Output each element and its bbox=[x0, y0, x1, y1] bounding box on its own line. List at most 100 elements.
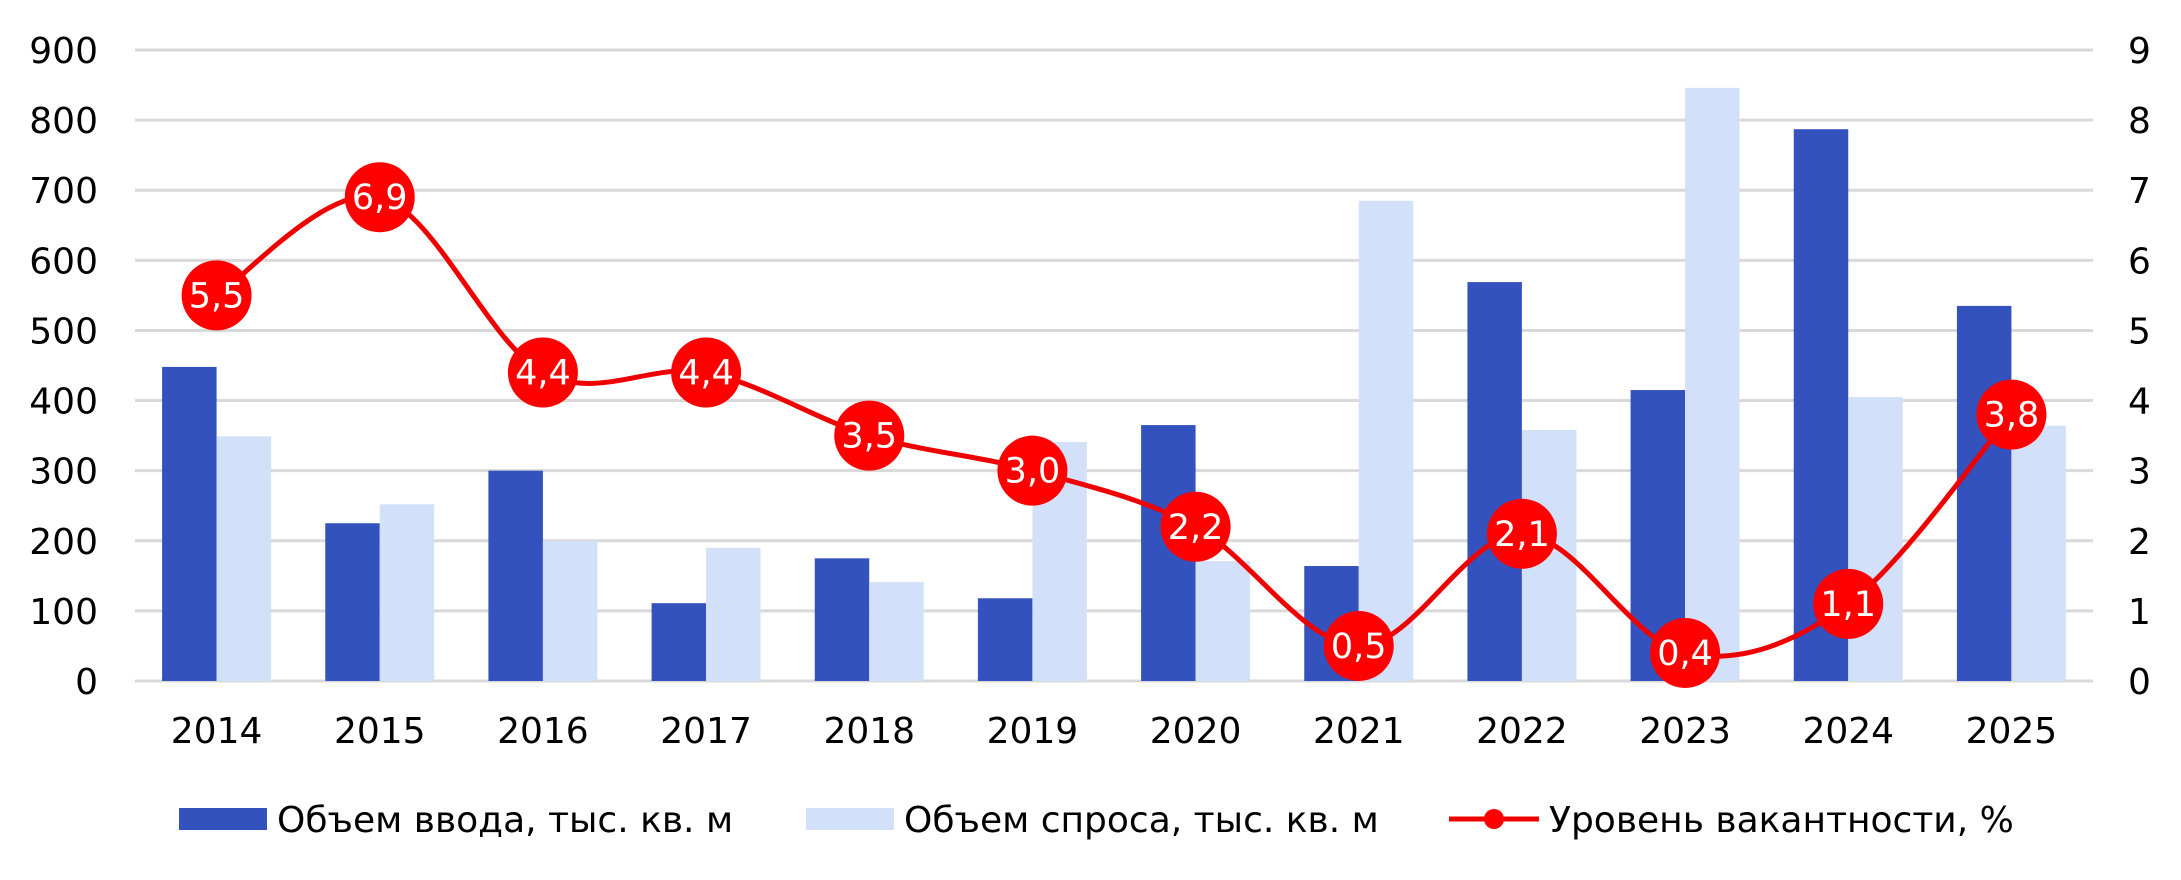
bar-series bbox=[162, 87, 2066, 682]
right-axis-tick-label: 1 bbox=[2128, 592, 2151, 633]
right-axis-tick-label: 9 bbox=[2128, 31, 2151, 72]
right-axis-tick-label: 7 bbox=[2128, 171, 2151, 212]
legend: Объем ввода, тыс. кв. м Объем спроса, ты… bbox=[179, 800, 2014, 841]
vacancy-data-point: 0,4 bbox=[1650, 617, 1721, 688]
marker-circle bbox=[1813, 568, 1884, 639]
data-label: 1,1 bbox=[1820, 585, 1876, 625]
right-axis-tick-label: 5 bbox=[2128, 311, 2151, 352]
right-axis-tick-label: 3 bbox=[2128, 452, 2151, 493]
right-y-axis: 0 1 2 3 4 5 6 7 8 9 bbox=[2128, 31, 2151, 703]
bar-demand-volume bbox=[706, 547, 761, 681]
x-axis-tick-label: 2025 bbox=[1966, 711, 2058, 752]
x-axis-tick-label: 2016 bbox=[497, 711, 589, 752]
legend-swatch-dark-blue bbox=[179, 808, 267, 830]
data-label: 3,8 bbox=[1984, 396, 2040, 436]
vacancy-data-point: 0,5 bbox=[1323, 610, 1394, 681]
left-axis-tick-label: 700 bbox=[29, 171, 98, 212]
marker-circle bbox=[1323, 610, 1394, 681]
x-axis-tick-label: 2018 bbox=[823, 711, 915, 752]
bar-input-volume bbox=[651, 603, 707, 681]
x-axis-tick-label: 2024 bbox=[1802, 711, 1894, 752]
x-axis-tick-label: 2015 bbox=[334, 711, 426, 752]
vacancy-data-point: 1,1 bbox=[1813, 568, 1884, 639]
data-label: 3,0 bbox=[1005, 452, 1061, 492]
data-label: 3,5 bbox=[841, 417, 897, 457]
x-axis-tick-label: 2022 bbox=[1476, 711, 1568, 752]
bar-input-volume bbox=[1956, 305, 2012, 681]
legend-label: Уровень вакантности, % bbox=[1549, 800, 2014, 841]
x-axis-tick-label: 2019 bbox=[987, 711, 1079, 752]
bar-input-volume bbox=[488, 470, 543, 681]
left-axis-tick-label: 800 bbox=[29, 101, 98, 142]
data-label: 2,2 bbox=[1168, 508, 1224, 548]
marker-circle bbox=[181, 260, 252, 331]
data-label: 6,9 bbox=[352, 178, 408, 218]
x-axis-tick-label: 2020 bbox=[1150, 711, 1242, 752]
x-axis-tick-label: 2023 bbox=[1639, 711, 1731, 752]
legend-swatch-light-blue bbox=[806, 808, 894, 830]
x-axis-tick-label: 2021 bbox=[1313, 711, 1405, 752]
marker-circle bbox=[1160, 491, 1231, 562]
marker-circle bbox=[1976, 379, 2047, 450]
bar-demand-volume bbox=[1848, 397, 1903, 681]
vacancy-data-point: 3,0 bbox=[997, 435, 1068, 506]
bar-input-volume bbox=[977, 598, 1033, 681]
bar-input-volume bbox=[325, 523, 380, 681]
marker-circle bbox=[1486, 498, 1557, 569]
bar-demand-volume bbox=[216, 436, 272, 681]
vacancy-data-point: 4,4 bbox=[671, 337, 742, 408]
data-label: 4,4 bbox=[515, 354, 571, 394]
vacancy-data-point: 6,9 bbox=[344, 162, 415, 233]
vacancy-line bbox=[215, 193, 2014, 659]
vacancy-data-point: 5,5 bbox=[181, 260, 252, 331]
left-y-axis: 0 100 200 300 400 500 600 700 800 900 bbox=[29, 31, 98, 703]
vacancy-data-point: 3,8 bbox=[1976, 379, 2047, 450]
marker-circle bbox=[834, 400, 905, 471]
legend-item-input-volume: Объем ввода, тыс. кв. м bbox=[179, 800, 733, 841]
vacancy-line-series: 5,5 6,9 4,4 4,4 3,5 3,0 2,2 0,5 2,1 0,4 1,1 3,8 bbox=[181, 162, 2047, 688]
right-axis-tick-label: 8 bbox=[2128, 101, 2151, 142]
marker-circle bbox=[1650, 617, 1721, 688]
legend-item-vacancy-rate: Уровень вакантности, % bbox=[1449, 800, 2014, 841]
x-axis: 2014 2015 2016 2017 2018 2019 2020 2021 2022 2023… bbox=[171, 711, 2057, 752]
data-label: 0,4 bbox=[1657, 634, 1713, 674]
left-axis-tick-label: 100 bbox=[29, 592, 98, 633]
bar-demand-volume bbox=[1195, 561, 1251, 681]
vacancy-data-point: 3,5 bbox=[834, 400, 905, 471]
left-axis-tick-label: 0 bbox=[75, 662, 98, 703]
left-axis-tick-label: 500 bbox=[29, 311, 98, 352]
vacancy-data-point: 4,4 bbox=[507, 337, 578, 408]
legend-label: Объем ввода, тыс. кв. м bbox=[277, 800, 733, 841]
x-axis-tick-label: 2014 bbox=[171, 711, 263, 752]
marker-circle bbox=[507, 337, 578, 408]
bar-demand-volume bbox=[2011, 425, 2066, 681]
left-axis-tick-label: 300 bbox=[29, 452, 98, 493]
right-axis-tick-label: 2 bbox=[2128, 522, 2151, 563]
legend-marker-icon bbox=[1484, 809, 1504, 829]
marker-circle bbox=[671, 337, 742, 408]
left-axis-tick-label: 900 bbox=[29, 31, 98, 72]
bar-demand-volume bbox=[379, 504, 435, 681]
left-axis-tick-label: 600 bbox=[29, 241, 98, 282]
gridlines bbox=[135, 48, 2093, 683]
vacancy-data-point: 2,2 bbox=[1160, 491, 1231, 562]
marker-circle bbox=[344, 162, 415, 233]
x-axis-tick-label: 2017 bbox=[660, 711, 752, 752]
marker-circle bbox=[997, 435, 1068, 506]
right-axis-tick-label: 0 bbox=[2128, 662, 2151, 703]
bar-demand-volume bbox=[1358, 200, 1414, 681]
data-label: 0,5 bbox=[1331, 627, 1387, 667]
bar-input-volume bbox=[814, 558, 870, 681]
left-axis-tick-label: 200 bbox=[29, 522, 98, 563]
data-label: 5,5 bbox=[189, 276, 245, 316]
data-label: 4,4 bbox=[678, 354, 734, 394]
data-label: 2,1 bbox=[1494, 515, 1550, 555]
bar-input-volume bbox=[162, 366, 217, 681]
vacancy-data-point: 2,1 bbox=[1486, 498, 1557, 569]
legend-label: Объем спроса, тыс. кв. м bbox=[904, 800, 1379, 841]
bar-demand-volume bbox=[869, 582, 924, 681]
left-axis-tick-label: 400 bbox=[29, 382, 98, 423]
right-axis-tick-label: 4 bbox=[2128, 382, 2151, 423]
